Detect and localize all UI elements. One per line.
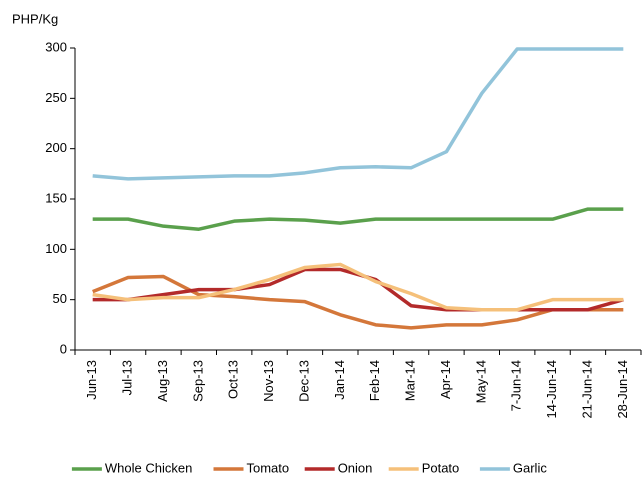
x-tick-label: May-14 <box>473 360 488 403</box>
y-tick-label: 0 <box>60 341 67 356</box>
x-tick-label: Sep-13 <box>190 360 205 402</box>
legend-label: Potato <box>422 460 460 475</box>
x-tick-label: Dec-13 <box>296 360 311 402</box>
x-tick-label: 28-Jun-14 <box>615 360 630 419</box>
legend-label: Garlic <box>513 460 547 475</box>
x-tick-label: Feb-14 <box>367 360 382 401</box>
series-line <box>92 207 624 231</box>
x-tick-label: 7-Jun-14 <box>509 360 524 411</box>
legend-label: Onion <box>338 460 373 475</box>
x-tick-label: Nov-13 <box>261 360 276 402</box>
series-line <box>92 262 624 312</box>
x-tick-label: Jun-13 <box>84 360 99 400</box>
series-line <box>92 47 624 181</box>
x-tick-label: Mar-14 <box>403 360 418 401</box>
legend-label: Tomato <box>247 460 290 475</box>
x-tick-label: 21-Jun-14 <box>579 360 594 419</box>
x-tick-label: Jul-13 <box>120 360 135 395</box>
y-tick-label: 100 <box>45 241 67 256</box>
y-tick-label: 50 <box>53 291 67 306</box>
x-tick-label: Jan-14 <box>332 360 347 400</box>
x-tick-label: 14-Jun-14 <box>544 360 559 419</box>
x-tick-label: Apr-14 <box>438 360 453 399</box>
y-axis-label: PHP/Kg <box>12 11 58 26</box>
legend-label: Whole Chicken <box>105 460 192 475</box>
y-tick-label: 300 <box>45 39 67 54</box>
y-tick-label: 250 <box>45 90 67 105</box>
y-tick-label: 200 <box>45 140 67 155</box>
y-tick-label: 150 <box>45 190 67 205</box>
series-line <box>92 274 624 330</box>
x-tick-label: Oct-13 <box>226 360 241 399</box>
x-tick-label: Aug-13 <box>155 360 170 402</box>
